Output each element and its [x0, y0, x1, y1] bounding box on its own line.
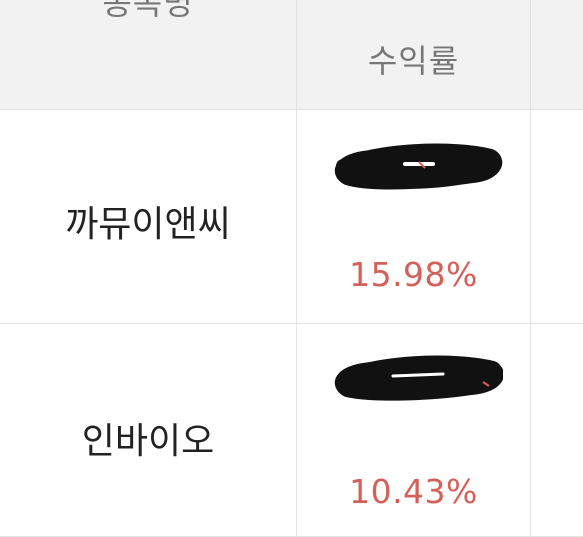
return-percentage: 15.98%	[349, 255, 478, 294]
redaction-scribble	[334, 355, 503, 401]
table-row-1-return-cell[interactable]: 15.98%	[296, 110, 530, 324]
header-cell-name: 종목명	[0, 0, 296, 110]
header-return-label: 수익률	[367, 42, 460, 80]
header-cell-return: 수익률	[296, 0, 530, 110]
return-percentage: 10.43%	[349, 472, 478, 511]
table-row-1-extra-cell	[530, 110, 583, 324]
header-cell-extra	[530, 0, 583, 110]
table-row-2-return-cell[interactable]: 10.43%	[296, 324, 530, 537]
stock-name: 인바이오	[81, 421, 215, 462]
table-row-1-name-cell[interactable]: 까뮤이앤씨	[0, 110, 296, 324]
table-row-2-name-cell[interactable]: 인바이오	[0, 324, 296, 537]
header-name-label: 종목명	[102, 0, 194, 22]
stock-name: 까뮤이앤씨	[65, 204, 231, 245]
redaction-scribble	[334, 143, 503, 190]
table-row-2-extra-cell	[530, 324, 583, 537]
